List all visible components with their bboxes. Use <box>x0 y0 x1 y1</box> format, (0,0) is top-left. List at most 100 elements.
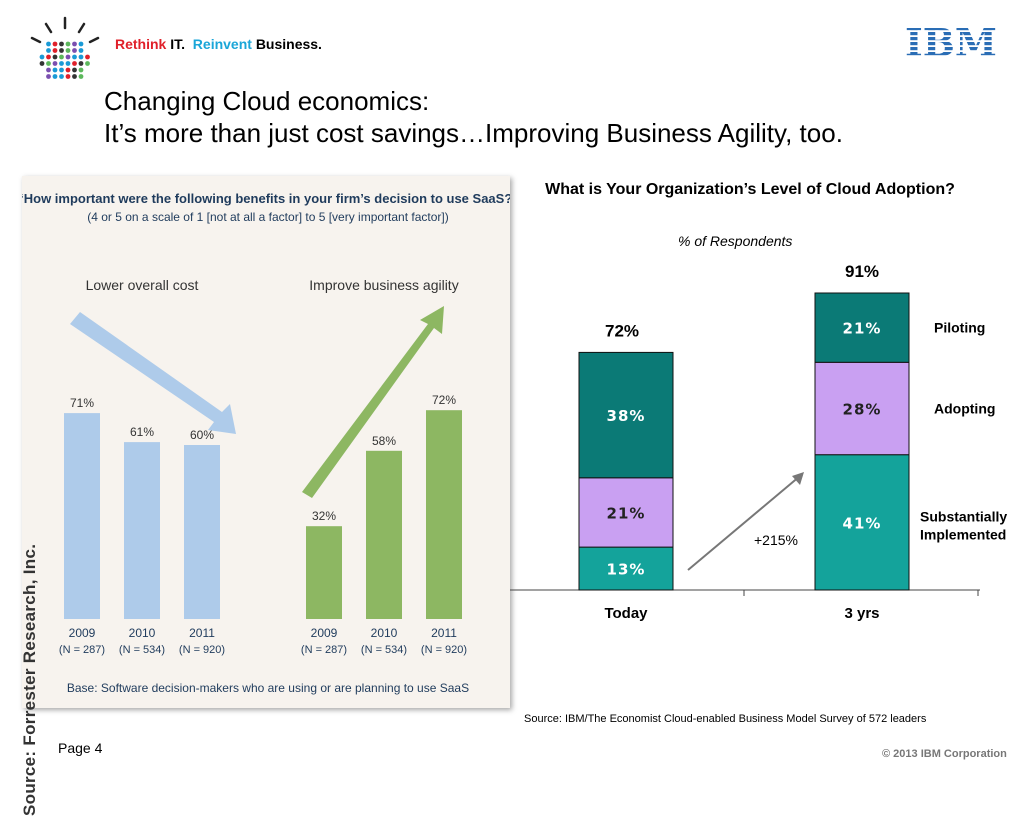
downward-trend-arrow <box>70 312 236 434</box>
forrester-bar-label: 32% <box>312 509 336 523</box>
forrester-tick-n: (N = 287) <box>301 644 347 656</box>
legend-label: Implemented <box>920 526 1006 542</box>
forrester-tick-n: (N = 534) <box>119 644 165 656</box>
forrester-tick-year: 2009 <box>69 626 96 640</box>
forrester-chart-subtitle: (4 or 5 on a scale of 1 [not at all a fa… <box>87 210 449 224</box>
stacked-bar-label: 13% <box>607 561 646 579</box>
tagline-rethink: Rethink <box>115 36 167 52</box>
page-number: Page 4 <box>58 740 103 756</box>
forrester-tick-year: 2011 <box>189 626 215 640</box>
page-title-line1: Changing Cloud economics: <box>104 86 430 116</box>
forrester-tick-n: (N = 287) <box>59 644 105 656</box>
forrester-bar-label: 71% <box>70 396 94 410</box>
forrester-bar-label: 58% <box>372 434 396 448</box>
forrester-tick-n: (N = 534) <box>361 644 407 656</box>
forrester-tick-year: 2010 <box>371 626 398 640</box>
globe-dot <box>65 74 71 79</box>
forrester-tick-n: (N = 920) <box>421 644 467 656</box>
adoption-chart: 13% 21% 38% 72% Today 41% 28% 21% 91% 3 yrs Substa… <box>510 262 1007 622</box>
ibm-logo: IBM <box>905 22 997 62</box>
globe-dot <box>72 54 77 60</box>
ibm-logo-text: IBM <box>905 22 997 62</box>
x-tick-label: Today <box>604 605 648 622</box>
stacked-bar-segment <box>578 546 674 591</box>
page-title-line2: It’s more than just cost savings…Improvi… <box>104 118 843 148</box>
stacked-bar-label: 38% <box>607 407 646 425</box>
globe-dot <box>72 67 77 73</box>
globe-dot <box>59 54 64 60</box>
globe-dot <box>78 54 84 60</box>
globe-dot <box>65 61 71 66</box>
tagline-reinvent: Reinvent <box>192 36 252 52</box>
globe-dot <box>46 48 51 53</box>
globe-dot <box>59 61 64 66</box>
globe-dot <box>72 61 77 66</box>
globe-dot <box>46 41 51 47</box>
globe-dot <box>39 61 45 66</box>
legend-label: Adopting <box>934 401 995 417</box>
globe-dot <box>72 48 77 53</box>
growth-arrow-head <box>792 472 804 485</box>
legend-label: Substantially <box>920 508 1007 524</box>
globe-dot <box>65 54 71 60</box>
forrester-series-label: Lower overall cost <box>86 277 199 293</box>
globe-dot <box>65 67 71 73</box>
globe-dot <box>78 61 84 66</box>
stacked-bar-label: 21% <box>607 504 646 522</box>
forrester-bar-label: 61% <box>130 425 154 439</box>
forrester-chart-title: “How important were the following benefi… <box>22 191 510 206</box>
globe-dot <box>72 41 77 47</box>
adoption-chart-subtitle: % of Respondents <box>678 233 793 249</box>
stacked-bar-segment <box>814 292 910 363</box>
globe-dot <box>52 61 58 66</box>
globe-dot <box>78 41 84 47</box>
globe-dot <box>72 74 77 79</box>
forrester-tick-year: 2009 <box>311 626 338 640</box>
stacked-bar-label: 21% <box>843 320 882 338</box>
globe-dot <box>59 41 64 47</box>
forrester-base-note: Base: Software decision-makers who are u… <box>67 681 469 695</box>
adoption-chart-title: What is Your Organization’s Level of Clo… <box>545 181 955 198</box>
globe-dot <box>52 54 58 60</box>
forrester-bar <box>64 413 100 619</box>
globe-dot <box>52 41 58 47</box>
forrester-chart: “How important were the following benefi… <box>22 191 510 695</box>
copyright: © 2013 IBM Corporation <box>882 748 1007 760</box>
x-tick-label: 3 yrs <box>844 605 879 622</box>
globe-dot <box>52 74 58 79</box>
globe-dot <box>46 61 51 66</box>
forrester-bar <box>124 442 160 619</box>
stacked-bar-segment <box>578 351 674 479</box>
forrester-bar-label: 72% <box>432 393 456 407</box>
globe-icon <box>30 16 100 79</box>
upward-trend-arrow <box>302 306 444 498</box>
tagline-it: IT. <box>170 36 186 52</box>
forrester-tick-n: (N = 920) <box>179 644 225 656</box>
globe-dot <box>78 67 84 73</box>
globe-dot <box>59 48 64 53</box>
globe-dot <box>78 74 84 79</box>
forrester-bar <box>366 450 402 619</box>
stacked-bar-label: 41% <box>843 514 882 532</box>
globe-dot <box>85 54 90 60</box>
forrester-bar-label: 60% <box>190 428 214 442</box>
globe-dot <box>85 61 90 66</box>
forrester-bar <box>184 445 220 619</box>
forrester-series-label: Improve business agility <box>309 277 458 293</box>
globe-dot <box>59 67 64 73</box>
legend-label: Piloting <box>934 320 985 336</box>
globe-dot <box>78 48 84 53</box>
globe-dot <box>52 48 58 53</box>
globe-dot <box>52 67 58 73</box>
globe-dot <box>39 54 45 60</box>
globe-dot <box>59 74 64 79</box>
tagline-business: Business. <box>255 36 322 52</box>
forrester-tick-year: 2011 <box>431 626 457 640</box>
forrester-bar <box>426 410 462 619</box>
globe-dot <box>46 67 51 73</box>
growth-annotation: +215% <box>754 532 798 548</box>
growth-arrow <box>687 475 801 571</box>
globe-dot <box>46 54 51 60</box>
stacked-total-label: 72% <box>605 321 639 340</box>
forrester-tick-year: 2010 <box>129 626 156 640</box>
